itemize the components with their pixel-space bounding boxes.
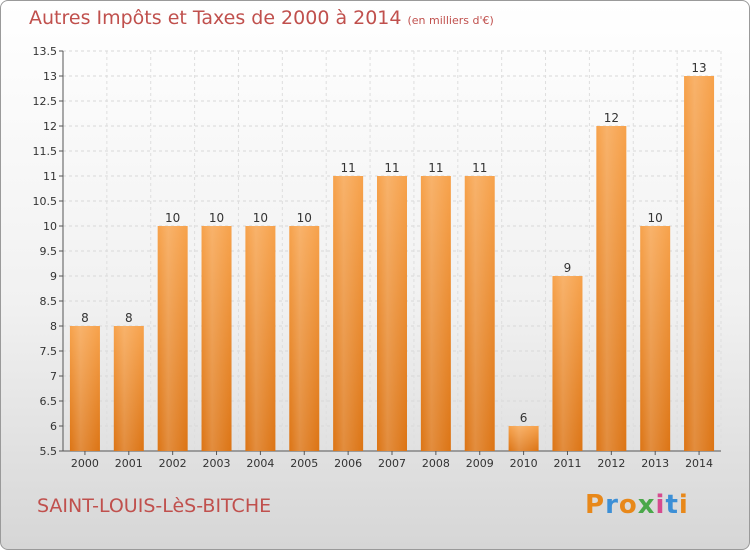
bar-highlight [640,226,671,451]
logo-letter: o [618,490,638,520]
logo-letter: P [585,490,606,520]
y-tick-label: 11.5 [33,145,58,158]
y-tick-label: 6 [50,420,57,433]
x-tick-label: 2014 [685,457,713,470]
chart-title: Autres Impôts et Taxes de 2000 à 2014 (en… [29,7,494,29]
x-tick-label: 2010 [510,457,538,470]
bar-highlight [245,226,276,451]
x-tick-label: 2005 [290,457,318,470]
bar-highlight [508,426,539,451]
commune-name: SAINT-LOUIS-LèS-BITCHE [37,495,272,517]
bar-highlight [684,76,715,451]
y-tick-label: 8 [50,320,57,333]
y-tick-label: 13 [43,70,57,83]
bar-highlight [552,276,583,451]
y-tick-label: 13.5 [33,45,58,58]
bar-value-label: 11 [384,161,399,175]
y-tick-label: 7.5 [40,345,58,358]
bar-value-label: 6 [520,411,528,425]
y-tick-label: 9 [50,270,57,283]
y-tick-label: 6.5 [40,395,58,408]
bar-value-label: 10 [165,211,180,225]
bar-value-label: 11 [472,161,487,175]
x-tick-label: 2003 [203,457,231,470]
logo-letter: t [665,490,679,520]
logo-letter: i [655,490,666,520]
logo-letter: r [605,490,619,520]
bar-value-label: 10 [253,211,268,225]
bar-highlight [464,176,495,451]
x-tick-label: 2002 [159,457,187,470]
x-tick-label: 2001 [115,457,143,470]
bar-value-label: 10 [297,211,312,225]
bar-highlight [69,326,100,451]
bar-value-label: 8 [81,311,89,325]
y-tick-label: 12 [43,120,57,133]
bar-value-label: 10 [209,211,224,225]
y-tick-label: 7 [50,370,57,383]
y-tick-label: 10.5 [33,195,58,208]
y-tick-label: 9.5 [40,245,58,258]
x-tick-label: 2004 [246,457,274,470]
x-tick-label: 2006 [334,457,362,470]
bar-value-label: 9 [564,261,572,275]
x-tick-label: 2007 [378,457,406,470]
bar-highlight [113,326,144,451]
bar-value-label: 11 [340,161,355,175]
bar-highlight [289,226,320,451]
bar-layer [69,76,715,451]
bar-highlight [333,176,364,451]
proxiti-logo[interactable]: Proxiti [585,490,689,520]
x-tick-label: 2008 [422,457,450,470]
x-tick-label: 2009 [466,457,494,470]
y-tick-label: 11 [43,170,57,183]
bar-value-label: 11 [428,161,443,175]
x-tick-label: 2013 [641,457,669,470]
y-tick-label: 5.5 [40,445,58,458]
label-layer: 8 2000 8 2001 10 2002 10 2003 10 2004 10 2005 11 2006… [71,61,713,470]
x-tick-label: 2011 [553,457,581,470]
bar-highlight [377,176,407,451]
y-tick-label: 10 [43,220,57,233]
bar-highlight [420,176,451,451]
bar-value-label: 12 [604,111,619,125]
chart-title-main: Autres Impôts et Taxes de 2000 à 2014 [29,7,402,29]
x-tick-label: 2000 [71,457,99,470]
y-tick-label: 12.5 [33,95,58,108]
logo-letter: x [637,490,656,520]
y-tick-label: 8.5 [40,295,58,308]
bar-highlight [596,126,627,451]
logo-letter: i [678,490,689,520]
x-tick-label: 2012 [597,457,625,470]
bar-value-label: 10 [648,211,663,225]
bar-highlight [157,226,188,451]
chart-title-unit: (en milliers d'€) [407,14,494,27]
bar-highlight [201,226,232,451]
bar-value-label: 8 [125,311,133,325]
bar-value-label: 13 [691,61,706,75]
